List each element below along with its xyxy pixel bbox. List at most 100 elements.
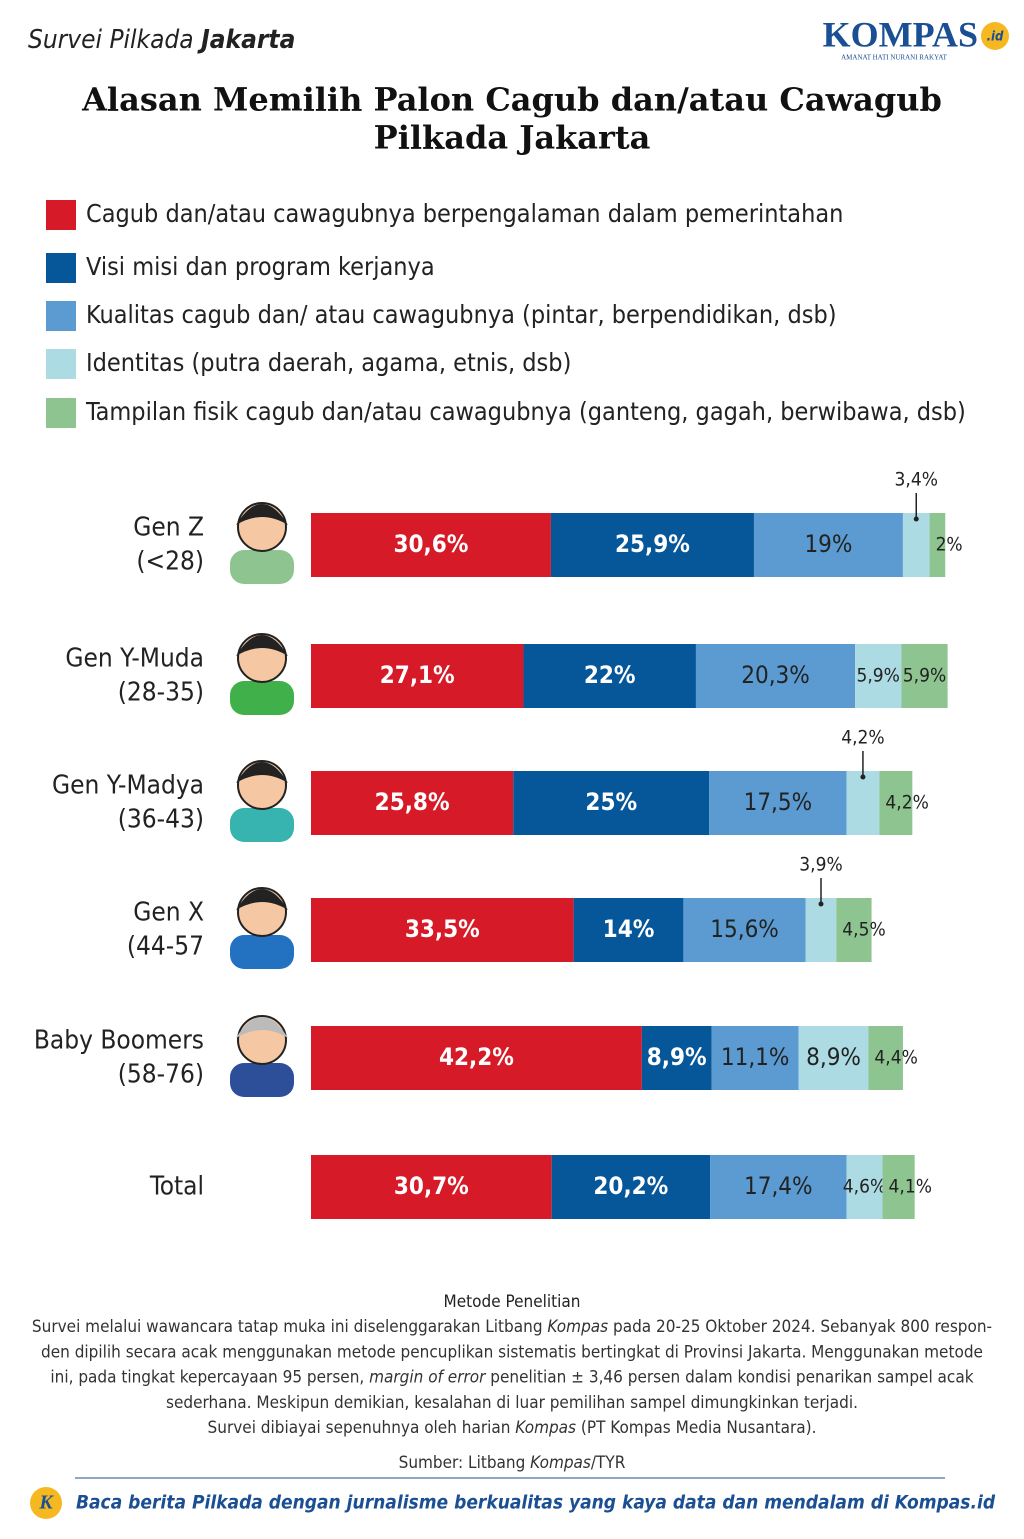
value-label: 4,6%	[843, 1176, 886, 1198]
bar-segment	[855, 644, 902, 708]
notes-segment: Kompas	[547, 1317, 608, 1337]
value-label: 33,5%	[405, 915, 480, 943]
bar-segment	[513, 771, 710, 835]
avatar-body	[230, 808, 294, 842]
notes-line: Sumber: Litbang Kompas/TYR	[399, 1453, 626, 1473]
value-label: 3,9%	[799, 854, 842, 876]
footer-icon	[30, 1487, 62, 1519]
avatar-hair	[236, 889, 288, 910]
bar-segment	[753, 513, 903, 577]
bar-segment	[523, 644, 696, 708]
avatar-hair	[236, 635, 288, 656]
leader-dot	[818, 901, 824, 907]
footer-icon-letter: K	[38, 1492, 54, 1514]
notes-segment: Kompas	[530, 1453, 591, 1473]
footer-text: Baca berita Pilkada dengan jurnalisme be…	[76, 1492, 996, 1514]
value-label: 25,9%	[615, 530, 690, 558]
notes-segment: /TYR	[591, 1453, 626, 1473]
legend-swatch	[46, 200, 76, 230]
category-label: (28-35)	[118, 678, 204, 708]
bar-segment	[573, 898, 684, 962]
bar-segment	[710, 1155, 847, 1219]
bar-segment	[902, 513, 930, 577]
value-label: 2%	[936, 534, 963, 556]
logo: KOMPAS	[823, 14, 978, 54]
value-label: 17,5%	[744, 788, 813, 816]
value-label: 30,6%	[393, 530, 468, 558]
value-label: 4,2%	[841, 727, 884, 749]
category-label: Baby Boomers	[34, 1026, 204, 1056]
bar-segment	[311, 644, 524, 708]
value-label: 19%	[804, 530, 852, 558]
logo-suffix: .id	[987, 30, 1004, 45]
bar-segment	[695, 644, 856, 708]
value-label: 25%	[585, 788, 637, 816]
notes-line: Survei dibiayai sepenuhnya oleh harian K…	[208, 1418, 817, 1438]
legend-label: Identitas (putra daerah, agama, etnis, d…	[86, 348, 571, 377]
value-label: 3,4%	[895, 469, 938, 491]
kicker-text: Survei Pilkada	[28, 25, 194, 55]
logo-badge	[981, 22, 1009, 50]
value-label: 20,3%	[741, 661, 810, 689]
category-label: Gen Z	[133, 513, 204, 543]
category-label: Total	[149, 1172, 204, 1202]
bar-segment	[311, 513, 551, 577]
notes-segment: Sumber: Litbang	[399, 1453, 531, 1473]
leader-dot	[913, 516, 919, 522]
value-label: 4,4%	[874, 1047, 917, 1069]
category-label: (44-57	[127, 932, 204, 962]
value-label: 15,6%	[710, 915, 779, 943]
category-label: Gen Y-Madya	[52, 771, 204, 801]
legend-swatch	[46, 349, 76, 379]
avatar-body	[230, 681, 294, 715]
leader-dot	[860, 774, 866, 780]
bar-segment	[879, 771, 913, 835]
notes-segment: ini, pada tingkat kepercayaan 95 persen,	[50, 1368, 369, 1388]
bar-segment	[836, 898, 872, 962]
bar-segment	[846, 771, 880, 835]
value-label: 22%	[584, 661, 636, 689]
avatar-body	[230, 1063, 294, 1097]
notes-segment: (PT Kompas Media Nusantara).	[576, 1418, 816, 1438]
bar-segment	[709, 771, 847, 835]
avatar-body	[230, 935, 294, 969]
bar-segment	[311, 1026, 642, 1090]
avatar-hair	[236, 1017, 288, 1038]
kicker-bold: Jakarta	[197, 25, 295, 55]
value-label: 17,4%	[744, 1172, 813, 1200]
kicker: Survei Pilkada Jakarta	[28, 25, 295, 55]
bar-segment	[550, 513, 754, 577]
bar-segment	[846, 1155, 883, 1219]
notes-line: sederhana. Meskipun demikian, kesalahan …	[166, 1393, 858, 1413]
legend-label: Visi misi dan program kerjanya	[86, 252, 435, 281]
bar-segment	[683, 898, 806, 962]
value-label: 42,2%	[439, 1043, 514, 1071]
legend-label: Kualitas cagub dan/ atau cawagubnya (pin…	[86, 300, 837, 329]
category-label: (36-43)	[118, 805, 204, 835]
category-label: Gen Y-Muda	[65, 644, 204, 674]
value-label: 8,9%	[806, 1043, 861, 1071]
value-label: 20,2%	[593, 1172, 668, 1200]
bar-segment	[641, 1026, 712, 1090]
bar-segment	[311, 1155, 552, 1219]
category-label: (58-76)	[118, 1060, 204, 1090]
value-label: 4,5%	[842, 919, 885, 941]
value-label: 4,2%	[885, 792, 928, 814]
notes-segment: Survei melalui wawancara tatap muka ini …	[32, 1317, 547, 1337]
value-label: 30,7%	[394, 1172, 469, 1200]
bar-segment	[929, 513, 946, 577]
notes-line: Survei melalui wawancara tatap muka ini …	[32, 1317, 992, 1337]
value-label: 27,1%	[380, 661, 455, 689]
avatar-body	[230, 550, 294, 584]
notes-segment: Survei dibiayai sepenuhnya oleh harian	[208, 1418, 516, 1438]
notes-segment: margin of error	[369, 1368, 487, 1388]
bar-segment	[805, 898, 837, 962]
notes-title: Metode Penelitian	[444, 1292, 581, 1312]
bar-segment	[711, 1026, 799, 1090]
legend-swatch	[46, 253, 76, 283]
notes: Metode Penelitian Survei melalui wawancar…	[32, 1292, 992, 1473]
value-label: 25,8%	[375, 788, 450, 816]
chart-title: Pilkada Jakarta	[374, 119, 651, 157]
bar-segment	[798, 1026, 869, 1090]
